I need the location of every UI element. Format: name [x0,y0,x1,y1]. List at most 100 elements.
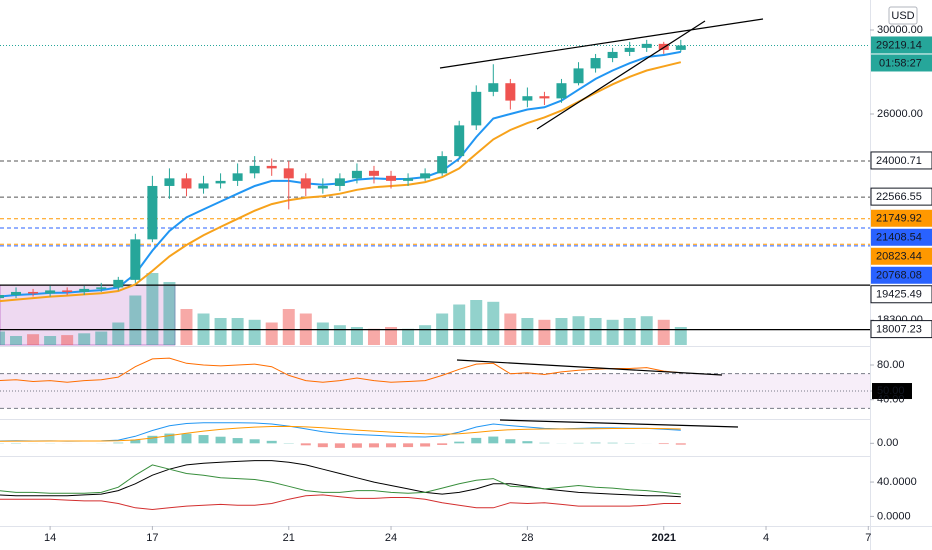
volume-bar [385,327,398,345]
candle-body [147,185,158,240]
trendline [439,18,764,69]
histogram-bar [454,441,465,444]
volume-bar [282,309,295,345]
histogram-bar [113,442,124,444]
price-label-box [870,320,932,339]
series-line [0,425,681,442]
candle-body [79,288,90,292]
histogram-bar [658,443,669,445]
candle-body [317,185,328,189]
volume-bar [521,318,534,345]
histogram-bar [539,442,550,444]
volume-bar [487,301,500,345]
histogram-bar [351,443,362,448]
volume-bar [419,325,432,345]
x-tick-label: 21 [283,532,295,544]
histogram-bar [522,441,533,444]
x-tick-label: 28 [521,532,533,544]
currency-box [888,6,918,25]
volume-bar [623,318,636,345]
plot [0,39,870,511]
histogram-bar [505,439,516,444]
volume-bar [606,319,619,345]
y-tick-label: 0.00 [877,437,898,449]
histogram-bar [368,443,379,448]
price-label: 24000.71 [876,155,922,167]
price-label-box [871,209,932,227]
price-label-box [871,266,932,284]
x-tick-label: 4 [763,532,769,544]
histogram-bar [266,440,277,444]
y-tick-box [872,383,912,400]
price-label-box [871,247,932,265]
volume-bar [640,316,653,345]
series-line [0,494,681,511]
volume-bar [367,328,380,345]
candle-body [96,287,107,289]
price-label-box [870,187,932,206]
x-tick-label: 24 [385,532,397,544]
candle-body [198,183,209,189]
volume-bar [146,273,159,345]
candle-body [351,170,362,179]
candle-body [624,47,635,52]
volume-bar [402,328,415,345]
series-line [0,61,682,303]
candle-body [300,178,311,189]
candle-body [505,83,516,101]
y-tick-label: 0.0000 [877,510,911,522]
volume-bar [163,282,176,345]
price-label: 20823.44 [876,251,922,263]
candle-body [232,173,243,181]
candle-body [471,91,482,126]
volume-bar [333,325,346,345]
y-tick-label: 80.00 [877,359,905,371]
candle-body [488,83,499,92]
price-label-box [871,228,932,246]
series-line [0,460,681,498]
candle-body [0,295,4,299]
candle-body [556,83,567,99]
candle-body [403,178,414,181]
series-line [0,464,681,495]
volume-bar [265,322,278,345]
histogram-bar [403,443,414,448]
candle-body [573,68,584,84]
currency: USD [891,10,914,22]
volume-bar [0,331,5,345]
histogram-bar [437,443,448,445]
candle-body [130,239,141,280]
y-tick-label: 50.00 [877,385,905,397]
volume-bar [78,333,91,345]
volume-bar [555,318,568,345]
trendline [456,359,723,376]
candle-body [675,45,686,50]
volume-bar [10,336,23,345]
candle-body [249,165,260,174]
histogram-bar [488,436,499,444]
histogram-bar [317,443,328,448]
candle-body [283,168,294,179]
price-label: 19425.49 [876,289,922,301]
series-line [0,357,681,383]
histogram-bar [249,439,260,444]
volume-bar [214,318,227,345]
volume-bar [657,319,670,345]
y-tick-label: 40.00 [877,394,905,406]
candle-body [164,178,175,186]
price-label-box [870,285,932,304]
candle-body [368,170,379,176]
y-tick-label: 40.0000 [877,476,917,488]
histogram-bar [334,443,345,448]
candle-body [113,279,124,288]
candle-body [454,125,465,157]
histogram-bar [130,439,141,444]
y-tick-label: 30000.00 [877,24,923,36]
price-label: 29219.14 [876,39,922,51]
countdown-box [871,54,932,72]
trendline [499,419,739,428]
histogram-bar [471,437,482,444]
volume-bar [572,316,585,345]
volume-bar [316,322,329,345]
candle-body [334,178,345,186]
